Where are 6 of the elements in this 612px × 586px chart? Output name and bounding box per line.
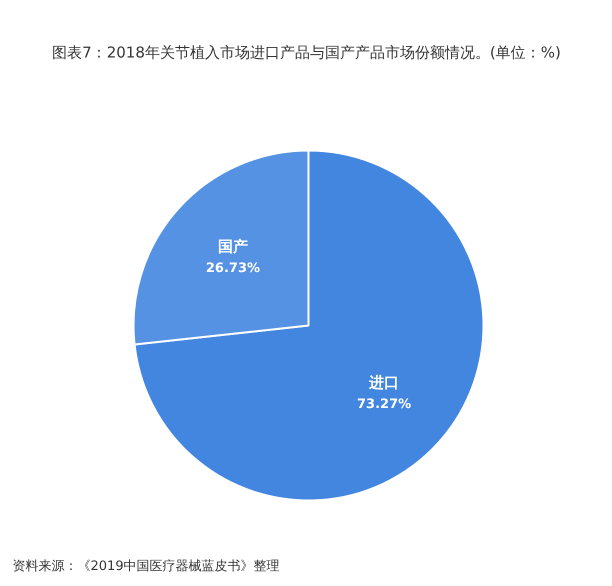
slice-label: 进口	[368, 373, 400, 392]
data-label: 26.73%	[206, 261, 260, 276]
chart-title: 图表7：2018年关节植入市场进口产品与国产产品市场份额情况。(单位：%)	[52, 44, 561, 62]
text: 资料来源：《2019中国医疗器械蓝皮书》整理	[12, 559, 280, 574]
data-label: 73.27%	[356, 396, 412, 412]
slice-label: 国产	[218, 238, 248, 256]
